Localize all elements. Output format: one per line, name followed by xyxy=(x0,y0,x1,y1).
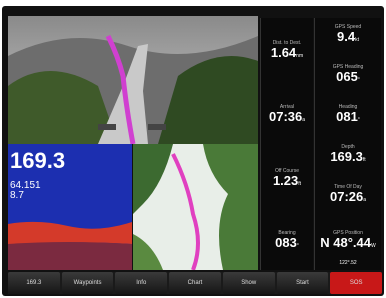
field-value: 081° xyxy=(315,110,381,127)
sonar-view: 169.3 64.151 8.7 xyxy=(8,144,132,270)
soft-button[interactable]: Start xyxy=(277,272,329,294)
field-unit: a xyxy=(363,197,366,203)
device-screen: 169.3 64.151 8.7 Dist. to Dest.1.64nm Arr… xyxy=(2,6,384,296)
field-unit: a xyxy=(302,117,305,123)
field-value: N 48°.44W 122°.52 xyxy=(315,236,381,270)
sonar-depth: 169.3 xyxy=(10,148,65,173)
chart-view xyxy=(133,144,258,270)
field-unit: ft xyxy=(363,157,366,163)
soft-button[interactable]: Info xyxy=(115,272,167,294)
field-value: 07:36a xyxy=(261,110,313,127)
field-unit: nm xyxy=(296,53,303,59)
field-value: 169.3ft xyxy=(315,150,381,167)
data-field: Dist. to Dest.1.64nm xyxy=(261,40,313,63)
field-unit: ° xyxy=(358,77,360,83)
soft-button[interactable]: Show xyxy=(223,272,275,294)
field-unit: W 122°.52 xyxy=(339,243,375,266)
3d-view xyxy=(8,16,258,144)
soft-button[interactable]: Waypoints xyxy=(62,272,114,294)
field-value: 1.23ft xyxy=(261,174,313,191)
field-unit: ° xyxy=(297,243,299,249)
field-value: 9.4kt xyxy=(315,30,381,47)
field-value: 065° xyxy=(315,70,381,87)
page: 169.3 64.151 8.7 Dist. to Dest.1.64nm Arr… xyxy=(0,0,386,298)
field-unit: ft xyxy=(298,181,301,187)
soft-button[interactable]: 169.3 xyxy=(8,272,60,294)
sonar-readout: 8.7 xyxy=(10,190,24,201)
field-unit: ° xyxy=(358,117,360,123)
field-unit: kt xyxy=(355,37,359,43)
field-value: 1.64nm xyxy=(261,46,313,63)
soft-button[interactable]: Chart xyxy=(169,272,221,294)
field-value: 083° xyxy=(261,236,313,253)
soft-button[interactable]: SOS xyxy=(330,272,382,294)
field-value: 07:26a xyxy=(315,190,381,207)
